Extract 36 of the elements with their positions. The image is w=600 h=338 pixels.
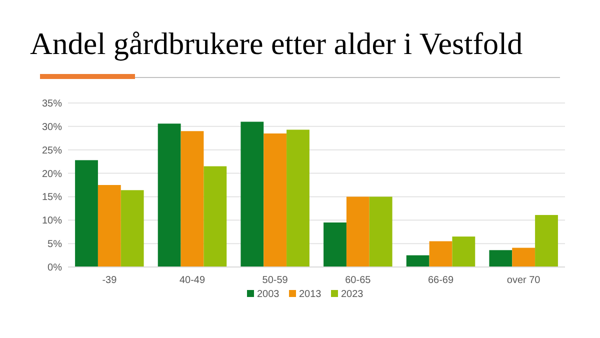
legend-label: 2003 (257, 289, 280, 300)
bar (452, 236, 476, 267)
y-tick-label: 10% (42, 216, 62, 227)
bar (429, 241, 452, 267)
x-tick-label: 50-59 (262, 275, 288, 286)
bar (369, 196, 392, 267)
x-tick-label: over 70 (506, 275, 541, 286)
y-tick-label: 25% (42, 145, 62, 156)
bar (489, 250, 512, 267)
bar (158, 124, 181, 267)
bar (180, 131, 204, 267)
y-tick-label: 5% (48, 239, 62, 250)
bar (264, 133, 287, 267)
legend-label: 2013 (299, 289, 322, 300)
x-tick-label: 66-69 (428, 275, 454, 286)
x-tick-label: 60-65 (345, 275, 372, 286)
bar (120, 190, 144, 267)
y-tick-label: 15% (42, 192, 62, 204)
bar (75, 160, 98, 267)
bar (346, 196, 370, 267)
chart-title: Andel gårdbrukere etter alder i Vestfold (30, 26, 524, 61)
y-tick-label: 35% (42, 98, 62, 110)
y-tick-label: 30% (42, 122, 62, 133)
legend-label: 2023 (341, 289, 364, 300)
y-tick-label: 0% (48, 262, 62, 274)
bar (204, 166, 227, 267)
x-tick-label: 40-49 (179, 275, 206, 286)
bar (286, 130, 310, 267)
bar (512, 248, 536, 267)
y-tick-label: 20% (42, 168, 62, 180)
bar (324, 222, 346, 267)
bar (98, 185, 121, 267)
bar (535, 214, 558, 267)
bar (240, 122, 264, 267)
bar (406, 255, 430, 267)
x-tick-label: -39 (102, 275, 118, 286)
